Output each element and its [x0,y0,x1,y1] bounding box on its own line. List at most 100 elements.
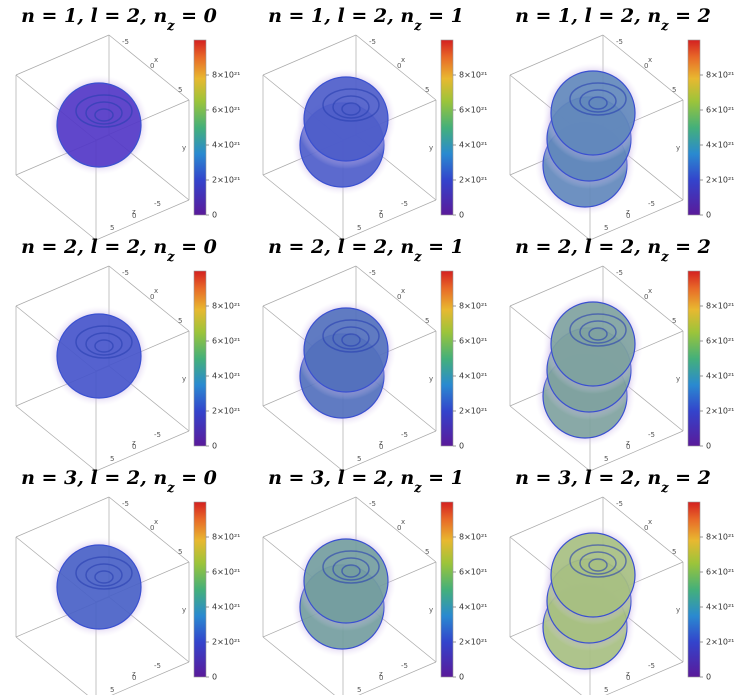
colorbar-tick-label: 8×10²¹ [706,302,734,311]
axis-label: x [648,56,652,64]
box-edge [16,637,96,695]
title-part: n = 3, l = 2, n [21,467,167,489]
axis-tick-label: 5 [178,86,182,94]
colorbar-tick-label: 4×10²¹ [706,141,734,150]
colorbar-tick-label: 8×10²¹ [459,533,487,542]
axis-label: y [182,144,186,152]
axis-tick-label: -5 [369,269,376,277]
box-edge [263,35,356,75]
colorbar-tick-label: 0 [706,673,711,682]
axis-tick-label: 5 [425,317,429,325]
panel-title: n = 1, l = 2, nz = 2 [515,5,711,34]
axis-tick-label: -5 [122,38,129,46]
title-part: = 0 [175,467,217,489]
axis-tick-label: -5 [401,662,408,670]
panel-title: n = 2, l = 2, nz = 1 [268,236,464,265]
axis-label: z [626,670,630,678]
axis-label: z [379,670,383,678]
colorbar-tick-label: 2×10²¹ [459,407,487,416]
panel-title: n = 2, l = 2, nz = 0 [21,236,217,265]
axis-label: z [132,208,136,216]
colorbar-tick-label: 4×10²¹ [459,603,487,612]
panel-title: n = 3, l = 2, nz = 1 [268,467,464,496]
colorbar-tick-label: 6×10²¹ [212,106,240,115]
panel: n = 2, l = 2, nz = 0-5-50055xyz02×10²¹4×… [16,236,240,471]
axis-tick-label: 5 [604,686,608,694]
axis-tick-label: -5 [648,200,655,208]
colorbar-tick-label: 4×10²¹ [706,603,734,612]
title-part: n = 2, l = 2, n [268,236,414,258]
title-part: n = 3, l = 2, n [515,467,661,489]
axis-tick-label: -5 [154,662,161,670]
axis-tick-label: -5 [616,500,623,508]
axis-label: y [182,606,186,614]
colorbar-tick-label: 6×10²¹ [459,106,487,115]
axis-tick-label: 5 [672,86,676,94]
title-part: n = 1, l = 2, n [515,5,661,27]
colorbar [441,40,453,215]
box-edge [263,266,356,306]
axis-tick-label: -5 [154,200,161,208]
title-part: = 2 [669,5,711,27]
colorbar-tick-label: 6×10²¹ [212,568,240,577]
colorbar-tick-label: 2×10²¹ [706,407,734,416]
panel: n = 2, l = 2, nz = 1-5-50055xyz02×10²¹4×… [263,236,487,471]
axis-label: y [676,144,680,152]
axis-label: x [648,287,652,295]
axis-tick-label: 5 [110,224,114,232]
box-edge [343,200,436,240]
title-part: n = 2, l = 2, n [21,236,167,258]
axis-label: z [132,670,136,678]
title-part: = 0 [175,5,217,27]
colorbar-tick-label: 4×10²¹ [706,372,734,381]
colorbar-tick-label: 6×10²¹ [459,568,487,577]
axis-tick-label: 5 [604,224,608,232]
axis-tick-label: 5 [357,455,361,463]
colorbar-tick-label: 8×10²¹ [706,71,734,80]
colorbar [688,271,700,446]
panel: n = 1, l = 2, nz = 1-5-50055xyz02×10²¹4×… [263,5,487,240]
axis-tick-label: 5 [178,317,182,325]
colorbar-tick-label: 0 [212,211,217,220]
colorbar-tick-label: 6×10²¹ [706,568,734,577]
axis-tick-label: -5 [154,431,161,439]
title-part: = 1 [422,5,464,27]
axis-label: x [401,56,405,64]
axis-label: y [676,606,680,614]
colorbar-tick-label: 0 [212,673,217,682]
axis-tick-label: -5 [401,200,408,208]
colorbar-tick-label: 8×10²¹ [459,71,487,80]
axis-tick-label: 5 [425,86,429,94]
panel-title: n = 3, l = 2, nz = 0 [21,467,217,496]
colorbar-tick-label: 0 [706,211,711,220]
box-edge [16,35,109,75]
axis-tick-label: 5 [672,317,676,325]
title-part: = 1 [422,236,464,258]
colorbar [688,502,700,677]
axis-tick-label: 5 [672,548,676,556]
colorbar-tick-label: 4×10²¹ [212,603,240,612]
box-edge [16,266,109,306]
panel-title: n = 3, l = 2, nz = 2 [515,467,711,496]
colorbar-tick-label: 4×10²¹ [212,141,240,150]
colorbar-tick-label: 6×10²¹ [459,337,487,346]
colorbar-tick-label: 2×10²¹ [212,638,240,647]
colorbar-tick-label: 8×10²¹ [459,302,487,311]
axis-label: x [154,287,158,295]
colorbar-tick-label: 4×10²¹ [459,372,487,381]
colorbar-tick-label: 8×10²¹ [706,533,734,542]
axis-label: x [154,56,158,64]
panel-title: n = 2, l = 2, nz = 2 [515,236,711,265]
colorbar-tick-label: 4×10²¹ [459,141,487,150]
axis-tick-label: -5 [369,38,376,46]
colorbar-tick-label: 0 [459,211,464,220]
axis-tick-label: 5 [357,686,361,694]
axis-label: z [379,439,383,447]
axis-tick-label: 5 [110,455,114,463]
colorbar-tick-label: 2×10²¹ [459,638,487,647]
box-edge [96,431,189,471]
axis-label: y [676,375,680,383]
axis-tick-label: -5 [648,662,655,670]
